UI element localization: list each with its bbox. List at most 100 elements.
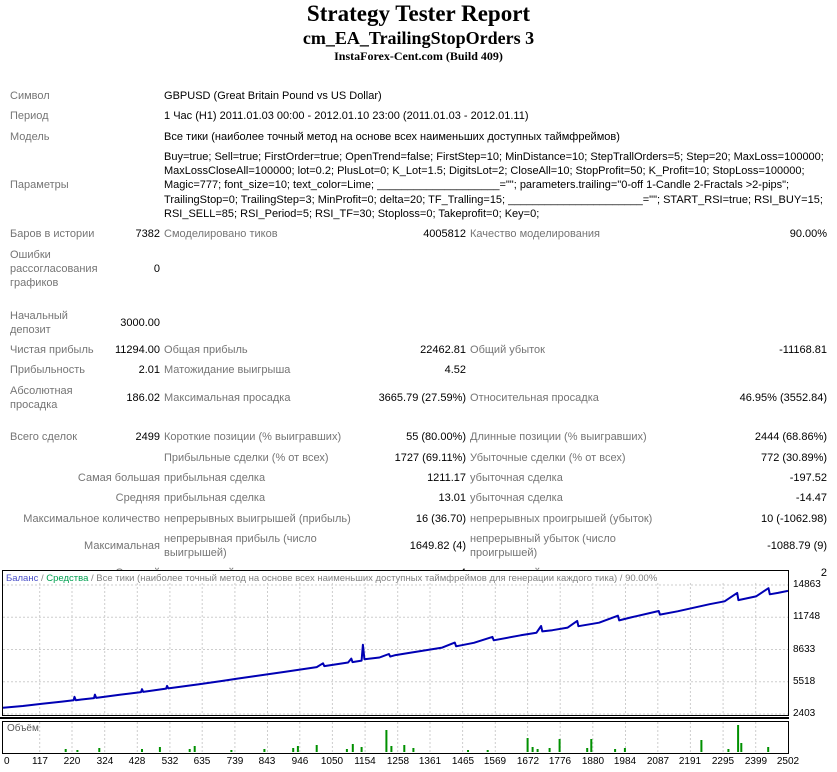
spacer-cell — [8, 415, 829, 427]
stat-value: 11294.00 — [114, 344, 161, 357]
volume-bar — [536, 749, 539, 752]
table-row: Модель Все тики (наиболее точный метод на… — [8, 127, 829, 147]
table-row: Параметры Buy=true; Sell=true; FirstOrder… — [8, 147, 829, 224]
stat-label: Самая большая — [77, 471, 161, 484]
volume-chart — [2, 721, 789, 754]
table-row: Начальный депозит 3000.00 — [8, 306, 829, 341]
x-axis-label: 946 — [291, 756, 309, 767]
balance-line — [2, 587, 789, 709]
stat-label: убыточная сделка — [470, 471, 563, 484]
table-row: Период 1 Час (H1) 2011.01.03 00:00 - 2012… — [8, 106, 829, 126]
volume-bar — [351, 744, 354, 752]
stat-label — [468, 360, 829, 380]
volume-bar — [590, 739, 593, 752]
table-row: Максимальное количество непрерывных выигр… — [8, 509, 829, 529]
stat-label: Начальный депозит — [10, 309, 68, 336]
balance-chart — [2, 570, 789, 716]
stat-label: Всего сделок — [10, 431, 78, 444]
table-row: Максимальная непрерывная прибыль (число в… — [8, 529, 829, 564]
legend-equity: Средства — [46, 573, 89, 584]
stat-value: -14.47 — [795, 492, 828, 505]
x-axis-label: 1154 — [354, 756, 376, 767]
volume-bar — [296, 746, 299, 752]
stat-label — [162, 306, 829, 341]
x-axis-label: 1361 — [418, 756, 442, 767]
stat-label: непрерывная прибыль (число выигрышей) — [164, 532, 317, 560]
stat-label: Короткие позиции (% выигравших) — [164, 431, 342, 444]
volume-bar — [403, 745, 406, 752]
stat-label — [162, 245, 829, 294]
stat-label: Максимальное количество — [23, 512, 161, 525]
stat-label: Общая прибыль — [164, 344, 248, 357]
table-row: Прибыльность 2.01 Матожидание выигрыша 4.52 — [8, 360, 829, 380]
x-axis-label: 1050 — [320, 756, 344, 767]
volume-bar — [230, 750, 233, 752]
volume-bar — [737, 725, 740, 752]
spacer-cell — [8, 294, 829, 306]
report-build: InstaForex-Cent.com (Build 409) — [334, 49, 503, 63]
stat-label: Чистая прибыль — [10, 344, 94, 357]
volume-bar — [390, 746, 393, 752]
stat-label: Максимальная — [84, 539, 161, 552]
stat-label: Средняя — [115, 492, 161, 505]
stat-value: 2.01 — [138, 364, 161, 377]
stat-label: Общий убыток — [470, 344, 545, 357]
x-axis-label: 2502 — [776, 756, 800, 767]
y-axis-label: 8633 — [793, 644, 816, 655]
table-row: Всего сделок 2499 Короткие позиции (% выиг… — [8, 427, 829, 447]
x-axis-label: 635 — [193, 756, 211, 767]
stat-value: 46.95% (3552.84) — [739, 391, 828, 404]
table-row: Абсолютная просадка 186.02 Максимальная пр… — [8, 381, 829, 416]
stat-value: 2444 (68.86%) — [754, 431, 828, 444]
stat-label: непрерывных проигрышей (убыток) — [470, 512, 653, 525]
x-axis-label: 1465 — [451, 756, 475, 767]
y-axis-label: 5518 — [793, 676, 816, 687]
stat-value: 4.52 — [444, 364, 467, 377]
volume-bar — [614, 749, 617, 752]
x-axis-label: 843 — [258, 756, 276, 767]
volume-bar — [292, 748, 295, 752]
stat-value: 7382 — [135, 228, 161, 241]
legend-text: / Все тики (наиболее точный метод на осн… — [88, 573, 658, 584]
stat-value: 2499 — [135, 431, 161, 444]
stat-value: 13.01 — [438, 492, 467, 505]
x-axis-label: 324 — [96, 756, 114, 767]
table-row: Чистая прибыль 11294.00 Общая прибыль 22462… — [8, 340, 829, 360]
volume-bar — [98, 748, 101, 752]
volume-bar — [315, 745, 318, 752]
x-axis-label: 2191 — [678, 756, 702, 767]
stat-value: -1088.79 (9) — [767, 539, 828, 552]
x-axis-label: 1776 — [548, 756, 572, 767]
stat-label: прибыльная сделка — [164, 471, 266, 484]
stat-label: Качество моделирования — [470, 228, 601, 241]
volume-bar — [586, 748, 589, 752]
volume-chart-canvas — [39, 722, 770, 753]
volume-bar — [64, 749, 67, 752]
stat-label: Модель — [10, 130, 50, 143]
table-row: Ошибки рассогласования графиков 0 — [8, 245, 829, 294]
stat-label: Матожидание выигрыша — [164, 364, 291, 377]
table-row — [8, 415, 829, 427]
x-axis-label: 428 — [128, 756, 146, 767]
y-axis-label: 14863 — [793, 579, 821, 590]
report-header: Strategy Tester Report cm_EA_TrailingSto… — [0, 1, 837, 64]
table-row: Баров в истории 7382 Смоделировано тиков 40… — [8, 224, 829, 244]
stat-value: 22462.81 — [420, 344, 467, 357]
stat-label: непрерывных выигрышей (прибыль) — [164, 512, 351, 525]
balance-chart-canvas — [2, 583, 789, 715]
volume-bar — [467, 750, 469, 752]
table-row: Символ GBPUSD (Great Britain Pound vs US … — [8, 86, 829, 106]
volume-bar — [727, 749, 730, 752]
table-row — [8, 294, 829, 306]
x-axis-label: 2295 — [711, 756, 735, 767]
stat-value: 186.02 — [126, 391, 161, 404]
stat-label: Прибыльность — [10, 364, 85, 377]
volume-bar — [548, 748, 551, 752]
chart-legend: Баланс / Средства / Все тики (наиболее т… — [6, 573, 657, 584]
report-table: Символ GBPUSD (Great Britain Pound vs US … — [8, 86, 829, 584]
stat-label: Баров в истории — [10, 228, 95, 241]
stat-value: 1 Час (H1) 2011.01.03 00:00 - 2012.01.10… — [164, 110, 529, 123]
volume-bar — [360, 747, 363, 752]
volume-bar — [141, 749, 143, 752]
stat-label: непрерывный убыток (число проигрышей) — [470, 532, 616, 560]
